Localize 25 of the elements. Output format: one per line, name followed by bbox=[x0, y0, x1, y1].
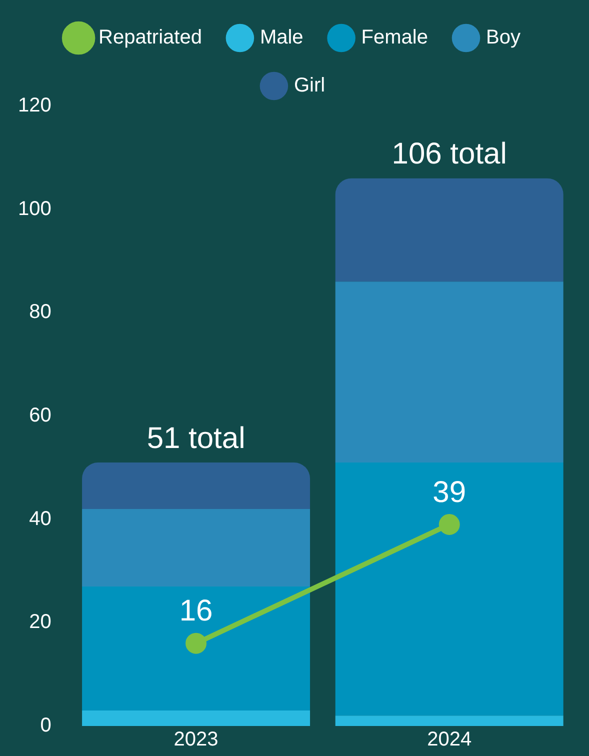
y-tick-label: 60 bbox=[29, 404, 52, 427]
bar bbox=[335, 716, 564, 726]
legend-label: Repatriated bbox=[98, 26, 202, 49]
legend-label: Girl bbox=[294, 74, 326, 97]
y-tick-label: 20 bbox=[29, 611, 52, 634]
bar bbox=[335, 282, 564, 462]
legend-label: Male bbox=[260, 26, 304, 49]
bar bbox=[82, 710, 310, 726]
bar bbox=[82, 586, 310, 710]
y-tick-label: 0 bbox=[40, 714, 52, 737]
y-tick-label: 80 bbox=[29, 301, 52, 324]
legend-label: Female bbox=[361, 26, 428, 49]
x-tick-label: 2023 bbox=[174, 728, 218, 751]
total-label: 51 total bbox=[146, 422, 246, 455]
x-tick-label: 2024 bbox=[427, 728, 472, 751]
legend-label: Boy bbox=[486, 26, 520, 49]
data-label: 39 bbox=[432, 476, 466, 509]
bar bbox=[335, 462, 564, 716]
y-tick-label: 120 bbox=[18, 94, 52, 117]
bar bbox=[335, 178, 564, 282]
y-tick-label: 40 bbox=[29, 508, 52, 530]
data-label: 16 bbox=[179, 594, 213, 628]
total-label: 106 total bbox=[392, 138, 507, 171]
y-tick-label: 100 bbox=[18, 198, 52, 220]
bar bbox=[82, 462, 310, 509]
